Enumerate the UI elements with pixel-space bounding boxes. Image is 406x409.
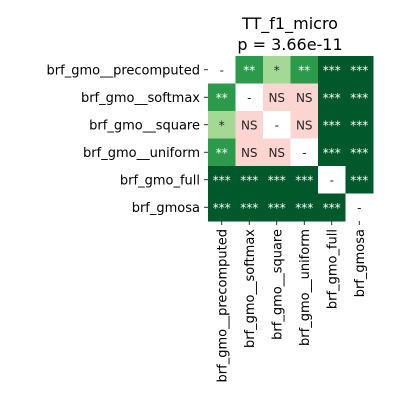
heatmap-cell-label: NS (241, 146, 258, 160)
heatmap-cell (290, 166, 319, 194)
heatmap-cell (235, 56, 264, 84)
chart-title: TT_f1_micro (241, 14, 338, 34)
heatmap-cell-label: *** (295, 173, 313, 187)
heatmap-cell-label: *** (350, 173, 368, 187)
heatmap-cell-label: *** (213, 173, 231, 187)
heatmap-cell-label: *** (240, 173, 258, 187)
heatmap-cell-label: NS (268, 146, 285, 160)
heatmap-cell (208, 83, 236, 112)
heatmap-cell (345, 193, 374, 222)
heatmap-cell-label: *** (350, 91, 368, 105)
row-tick-label: brf_gmosa (132, 201, 200, 216)
heatmap-cell-label: - (247, 91, 251, 105)
heatmap-cell (290, 83, 319, 112)
heatmap-cell-label: ** (216, 146, 228, 160)
column-tick-label: brf_gmo_full (325, 229, 340, 309)
column-tick-label: brf_gmosa (353, 229, 368, 297)
heatmap-cell (208, 111, 236, 139)
heatmap-cell (208, 166, 236, 194)
heatmap-cell (235, 83, 264, 112)
heatmap-cell (235, 138, 264, 167)
row-tick-label: brf_gmo__uniform (83, 146, 200, 161)
heatmap-cell-label: *** (268, 201, 286, 215)
heatmap-cell-label: ** (298, 63, 310, 77)
heatmap-cell (208, 56, 236, 84)
row-tick-label: brf_gmo_full (120, 173, 200, 188)
heatmap-cell-label: NS (241, 118, 258, 132)
heatmap-cell-label: * (219, 118, 225, 132)
heatmap-cell (235, 193, 264, 222)
heatmap-cell-label: ** (216, 91, 228, 105)
heatmap-cell-label: *** (213, 201, 231, 215)
heatmap-cell-label: - (275, 118, 279, 132)
heatmap-cell-label: NS (296, 91, 313, 105)
heatmap-cell (345, 138, 374, 167)
heatmap-cell (318, 56, 346, 84)
heatmap-cell (263, 111, 291, 139)
chart-subtitle: p = 3.66e-11 (237, 35, 342, 54)
heatmap-cell (318, 193, 346, 222)
heatmap-cell (208, 138, 236, 167)
heatmap-cell-label: *** (323, 91, 341, 105)
column-tick-label: brf_gmo__precomputed (215, 229, 230, 382)
heatmap-cell-label: *** (295, 201, 313, 215)
heatmap-cell (318, 138, 346, 167)
row-tick-label: brf_gmo__precomputed (47, 63, 200, 78)
heatmap-cell-label: * (274, 63, 280, 77)
column-tick-label: brf_gmo__square (270, 229, 285, 340)
row-tick-label: brf_gmo__softmax (81, 91, 200, 106)
heatmap-cell (345, 56, 374, 84)
heatmap-cell (263, 83, 291, 112)
heatmap-cell-label: *** (323, 201, 341, 215)
heatmap-cell-label: *** (323, 146, 341, 160)
heatmap-cell-label: - (302, 146, 306, 160)
heatmap-cell (345, 83, 374, 112)
heatmap-cells: - ** * ** *** ***** - NS NS *** **** NS - NS *** ***** N… (208, 56, 374, 222)
heatmap-cell-label: NS (296, 118, 313, 132)
heatmap-cell (208, 193, 236, 222)
heatmap-cell-label: *** (350, 146, 368, 160)
heatmap-cell-label: ** (243, 63, 255, 77)
heatmap-cell (345, 166, 374, 194)
heatmap-cell (290, 193, 319, 222)
row-tick-labels: brf_gmo__precomputed brf_gmo__softmax brf_… (47, 63, 208, 216)
heatmap-cell (290, 111, 319, 139)
heatmap-cell-label: - (330, 173, 334, 187)
heatmap-cell (290, 56, 319, 84)
heatmap-cell-label: *** (350, 118, 368, 132)
heatmap-cell (263, 138, 291, 167)
heatmap-cell (235, 166, 264, 194)
heatmap-cell-label: *** (323, 118, 341, 132)
heatmap-cell (318, 166, 346, 194)
heatmap-cell-label: *** (323, 63, 341, 77)
heatmap-cell (345, 111, 374, 139)
heatmap-cell (290, 138, 319, 167)
heatmap-cell-label: *** (350, 63, 368, 77)
column-tick-label: brf_gmo__uniform (298, 229, 313, 346)
heatmap-cell (263, 166, 291, 194)
row-tick-label: brf_gmo__square (89, 118, 200, 133)
heatmap-cell (318, 111, 346, 139)
heatmap-cell-label: *** (268, 173, 286, 187)
column-tick-labels: brf_gmo__precomputed brf_gmo__softmax brf_… (215, 221, 368, 382)
column-tick-label: brf_gmo__softmax (243, 229, 258, 348)
heatmap-cell-label: NS (268, 91, 285, 105)
heatmap-cell (318, 83, 346, 112)
heatmap-cell (235, 111, 264, 139)
heatmap-cell-label: *** (240, 201, 258, 215)
heatmap-cell (263, 56, 291, 84)
heatmap-cell (263, 193, 291, 222)
heatmap-cell-label: - (357, 201, 361, 215)
heatmap-cell-label: - (220, 63, 224, 77)
